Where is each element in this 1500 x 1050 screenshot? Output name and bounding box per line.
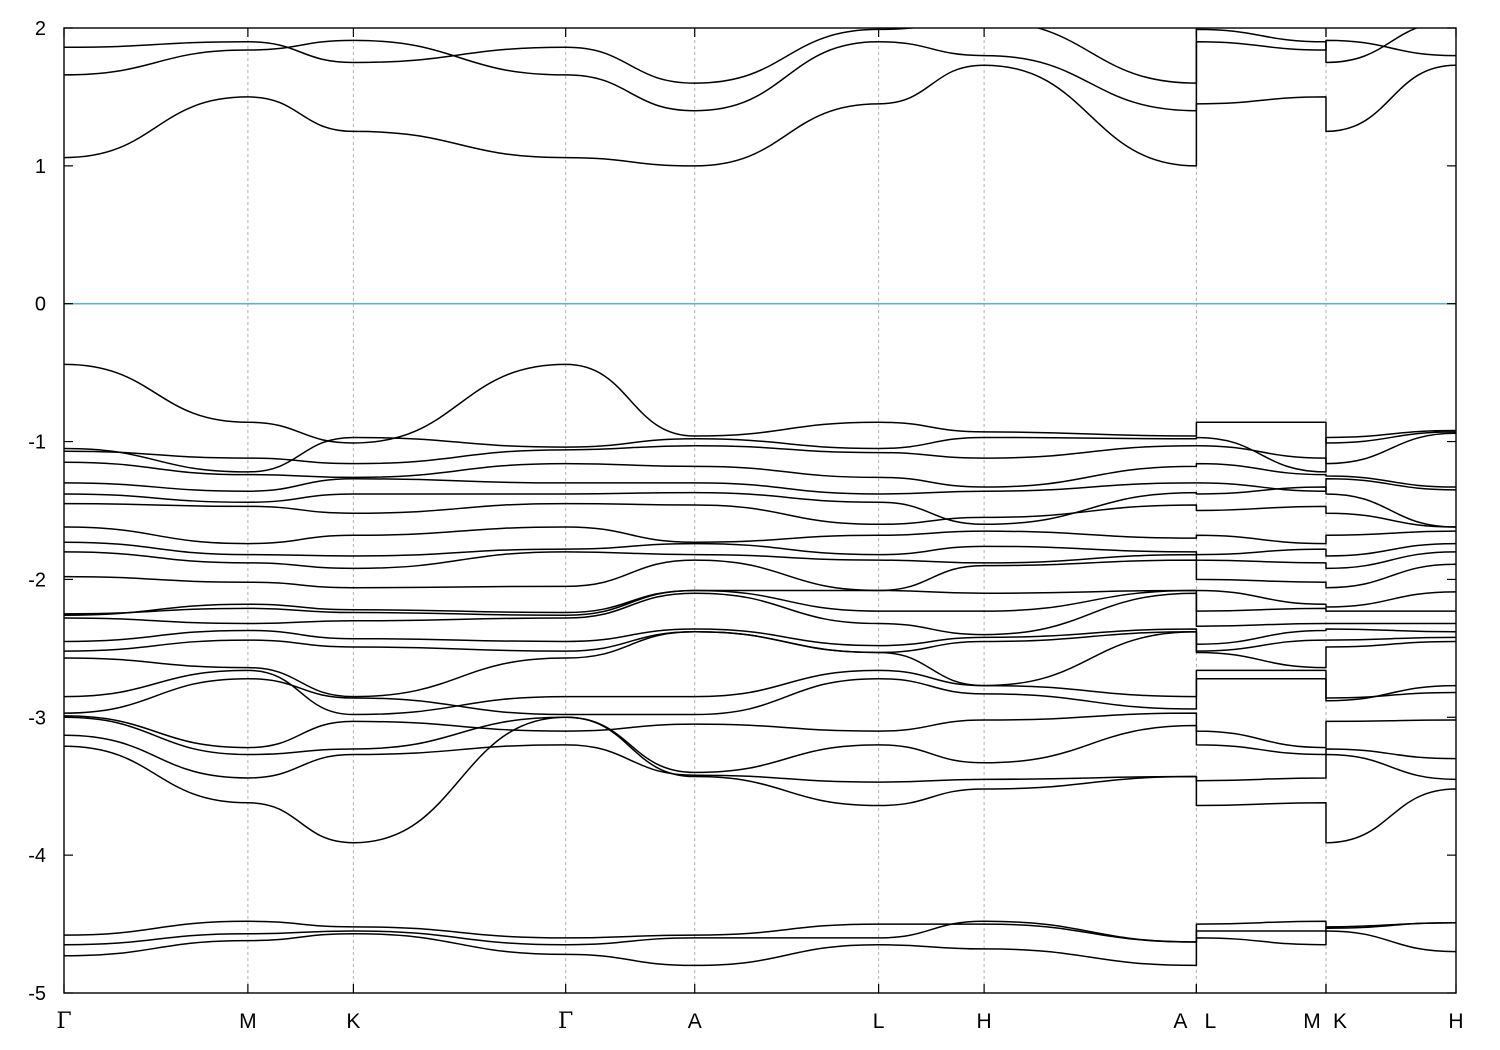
y-tick-label: -2 (28, 569, 46, 591)
band-line-26 (64, 363, 1456, 444)
band-line-16 (64, 559, 1456, 592)
band-line-7 (64, 712, 1456, 749)
x-tick-label: M (1303, 1010, 1321, 1033)
x-tick-label: Γ (56, 1009, 71, 1034)
band-line-14 (64, 589, 1456, 617)
x-tick-label: L (873, 1010, 885, 1033)
band-lines (64, 28, 1456, 967)
band-line-25 (64, 429, 1456, 473)
y-tick-label: -3 (28, 707, 46, 729)
band-line-29 (64, 28, 1419, 84)
band-line-24 (64, 432, 1456, 465)
band-line-28 (64, 39, 1456, 112)
band-line-20 (64, 502, 1456, 528)
band-line-13 (64, 592, 1456, 636)
band-line-12 (64, 628, 1456, 647)
x-tick-label: A (688, 1010, 702, 1033)
band-line-11 (64, 631, 1456, 654)
band-line-8 (64, 677, 1456, 716)
plot-frame (63, 27, 1457, 994)
band-line-23 (64, 461, 1456, 488)
y-tick-label: -4 (28, 845, 46, 867)
band-line-21 (64, 486, 1456, 528)
band-line-3 (64, 920, 1456, 943)
y-tick-label: -5 (28, 983, 46, 1005)
x-tick-label: K (346, 1010, 360, 1033)
y-tick-label: 2 (35, 18, 46, 40)
y-tick-label: -1 (28, 432, 46, 454)
band-line-5 (64, 734, 1456, 783)
x-tick-label: H (977, 1010, 992, 1033)
band-line-18 (64, 541, 1456, 557)
x-tick-label: H (1448, 1010, 1463, 1033)
band-line-22 (64, 478, 1456, 495)
y-tick-label: 1 (35, 156, 46, 178)
band-line-17 (64, 551, 1456, 570)
x-tick-label: Γ (558, 1009, 573, 1034)
y-axis-ticks: -5 -4 -3 -2 -1 0 1 2 (28, 18, 1456, 1005)
y-tick-label: 0 (35, 294, 46, 316)
band-line-2 (64, 920, 1456, 953)
band-line-4 (64, 716, 1456, 844)
band-line-15 (64, 589, 1456, 617)
x-tick-label: K (1333, 1010, 1347, 1033)
band-line-9 (64, 669, 1456, 716)
band-line-6 (64, 716, 1456, 774)
band-line-27 (64, 64, 1456, 167)
band-line-1 (64, 921, 1456, 967)
x-tick-label: L (1205, 1010, 1217, 1033)
band-line-19 (64, 526, 1456, 545)
x-tick-label: A (1173, 1010, 1187, 1033)
x-tick-label: M (239, 1010, 257, 1033)
